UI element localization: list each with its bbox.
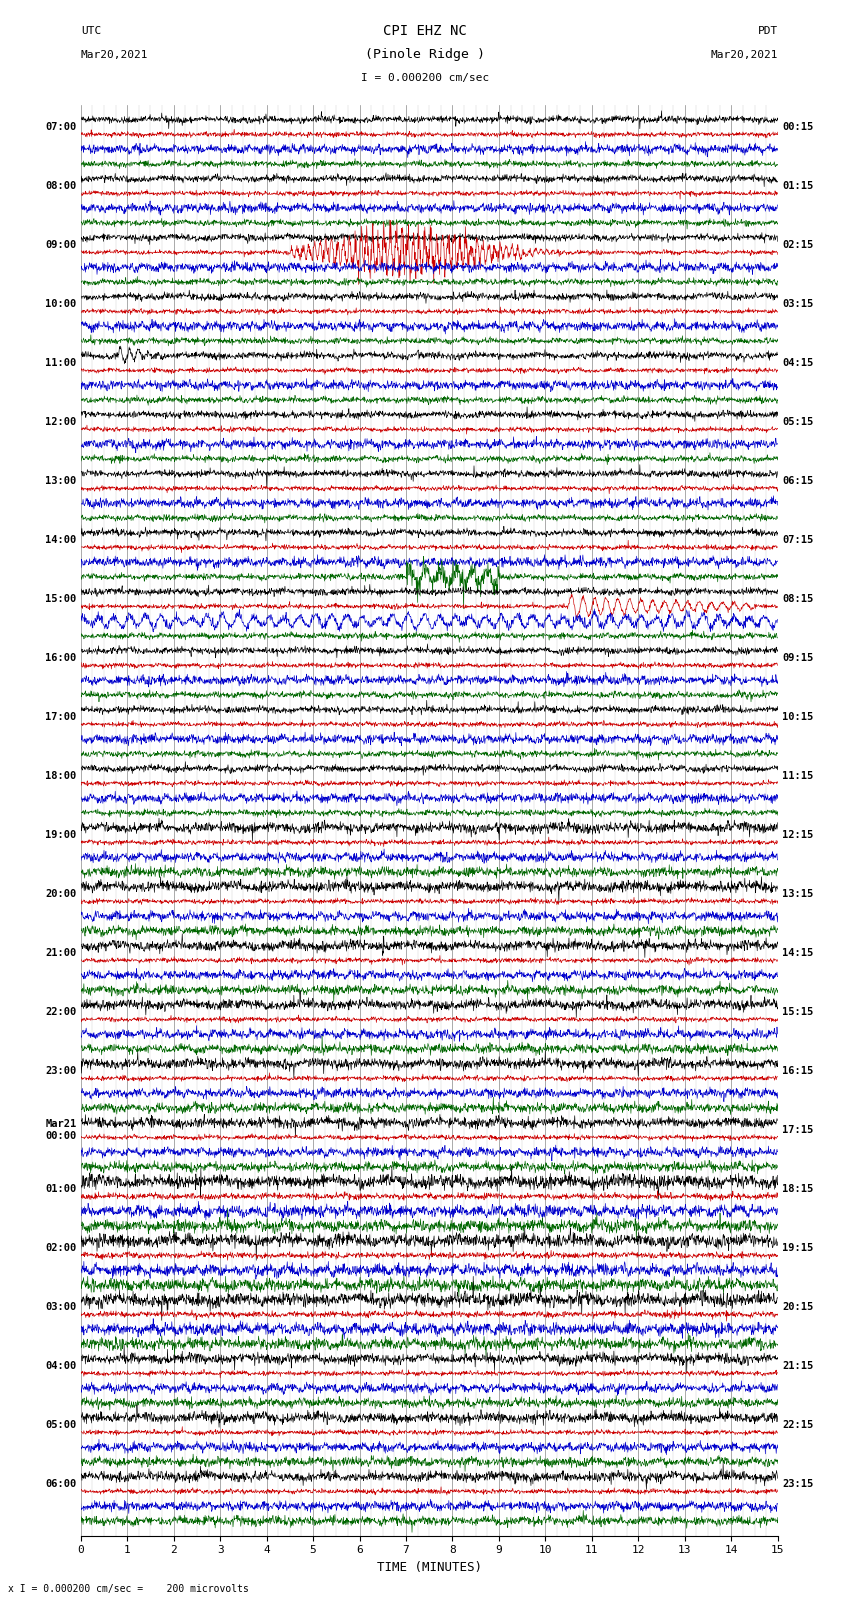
Text: Mar20,2021: Mar20,2021 <box>711 50 778 60</box>
Text: 04:15: 04:15 <box>782 358 813 368</box>
Text: 06:15: 06:15 <box>782 476 813 486</box>
Text: 12:00: 12:00 <box>45 418 76 427</box>
Text: 05:15: 05:15 <box>782 418 813 427</box>
Text: 16:15: 16:15 <box>782 1066 813 1076</box>
Text: 21:00: 21:00 <box>45 948 76 958</box>
X-axis label: TIME (MINUTES): TIME (MINUTES) <box>377 1561 482 1574</box>
Text: UTC: UTC <box>81 26 101 37</box>
Text: 18:00: 18:00 <box>45 771 76 781</box>
Text: I = 0.000200 cm/sec: I = 0.000200 cm/sec <box>361 73 489 82</box>
Text: Mar20,2021: Mar20,2021 <box>81 50 148 60</box>
Text: x I = 0.000200 cm/sec =    200 microvolts: x I = 0.000200 cm/sec = 200 microvolts <box>8 1584 249 1594</box>
Text: 16:00: 16:00 <box>45 653 76 663</box>
Text: 14:00: 14:00 <box>45 536 76 545</box>
Text: 08:15: 08:15 <box>782 594 813 603</box>
Text: (Pinole Ridge ): (Pinole Ridge ) <box>365 48 485 61</box>
Text: 07:15: 07:15 <box>782 536 813 545</box>
Text: Mar21
00:00: Mar21 00:00 <box>45 1119 76 1140</box>
Text: CPI EHZ NC: CPI EHZ NC <box>383 24 467 39</box>
Text: 02:00: 02:00 <box>45 1244 76 1253</box>
Text: 10:15: 10:15 <box>782 711 813 723</box>
Text: 13:00: 13:00 <box>45 476 76 486</box>
Text: PDT: PDT <box>757 26 778 37</box>
Text: 14:15: 14:15 <box>782 948 813 958</box>
Text: 20:00: 20:00 <box>45 889 76 898</box>
Text: 08:00: 08:00 <box>45 181 76 190</box>
Text: 09:00: 09:00 <box>45 240 76 250</box>
Text: 02:15: 02:15 <box>782 240 813 250</box>
Text: 19:15: 19:15 <box>782 1244 813 1253</box>
Text: 09:15: 09:15 <box>782 653 813 663</box>
Text: 07:00: 07:00 <box>45 123 76 132</box>
Text: 10:00: 10:00 <box>45 298 76 310</box>
Text: 13:15: 13:15 <box>782 889 813 898</box>
Text: 23:15: 23:15 <box>782 1479 813 1489</box>
Text: 04:00: 04:00 <box>45 1361 76 1371</box>
Text: 12:15: 12:15 <box>782 831 813 840</box>
Text: 19:00: 19:00 <box>45 831 76 840</box>
Text: 06:00: 06:00 <box>45 1479 76 1489</box>
Text: 17:00: 17:00 <box>45 711 76 723</box>
Text: 17:15: 17:15 <box>782 1124 813 1136</box>
Text: 21:15: 21:15 <box>782 1361 813 1371</box>
Text: 22:15: 22:15 <box>782 1419 813 1431</box>
Text: 11:00: 11:00 <box>45 358 76 368</box>
Text: 03:00: 03:00 <box>45 1302 76 1311</box>
Text: 03:15: 03:15 <box>782 298 813 310</box>
Text: 01:15: 01:15 <box>782 181 813 190</box>
Text: 15:15: 15:15 <box>782 1007 813 1016</box>
Text: 01:00: 01:00 <box>45 1184 76 1194</box>
Text: 20:15: 20:15 <box>782 1302 813 1311</box>
Text: 15:00: 15:00 <box>45 594 76 603</box>
Text: 23:00: 23:00 <box>45 1066 76 1076</box>
Text: 00:15: 00:15 <box>782 123 813 132</box>
Text: 05:00: 05:00 <box>45 1419 76 1431</box>
Text: 11:15: 11:15 <box>782 771 813 781</box>
Text: 18:15: 18:15 <box>782 1184 813 1194</box>
Text: 22:00: 22:00 <box>45 1007 76 1016</box>
